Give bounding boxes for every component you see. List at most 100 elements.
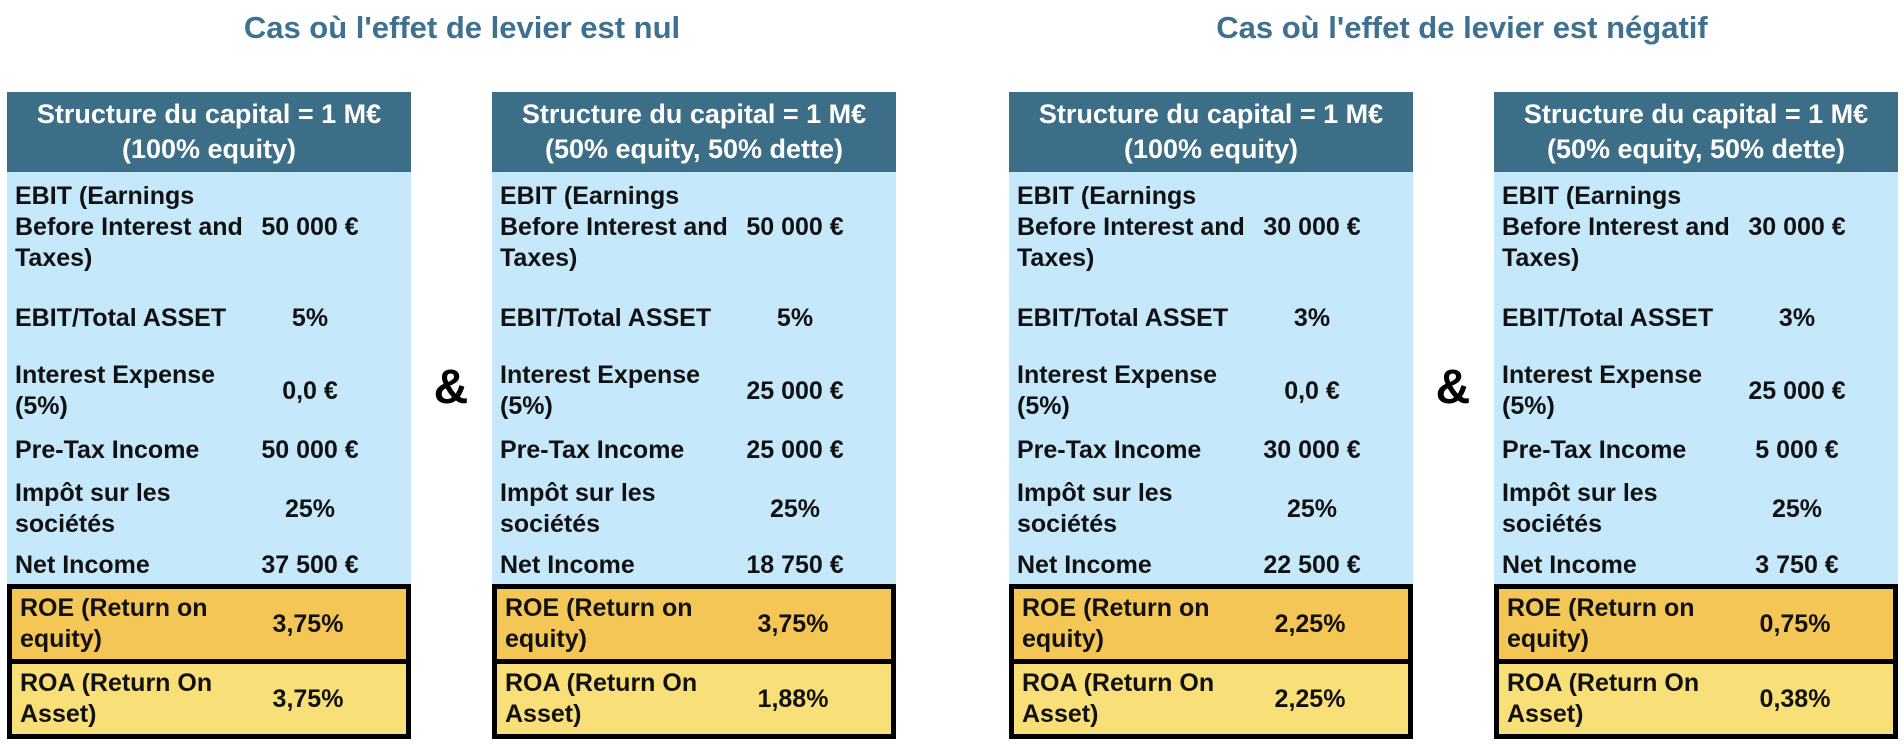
row-label: EBIT (Earnings Before Interest and Taxes… — [15, 181, 243, 272]
row-value: 25 000 € — [746, 376, 844, 405]
row-label: Net Income — [1017, 550, 1152, 579]
table-header: Structure du capital = 1 M€ (100% equity… — [1009, 92, 1413, 172]
table-all-equity-negative: Structure du capital = 1 M€ (100% equity… — [1009, 92, 1413, 739]
header-line-2: (50% equity, 50% dette) — [1546, 134, 1846, 164]
row-label: ROE (Return on equity) — [20, 594, 208, 653]
row-value: 3,75% — [757, 609, 829, 638]
row-label: ROE (Return on equity) — [1022, 594, 1210, 653]
row-value: 50 000 € — [261, 212, 359, 241]
row-label: Interest Expense (5%) — [15, 361, 216, 420]
table-body: EBIT (Earnings Before Interest and Taxes… — [1009, 172, 1413, 584]
row-pretax-income: Pre-Tax Income 30 000 € — [1009, 428, 1413, 472]
table-body: EBIT (Earnings Before Interest and Taxes… — [492, 172, 896, 584]
row-roe: ROE (Return on equity) 3,75% — [492, 584, 896, 664]
row-ebit: EBIT (Earnings Before Interest and Taxes… — [492, 172, 896, 282]
row-interest-expense: Interest Expense (5%) 0,0 € — [1009, 354, 1413, 428]
row-value: 5% — [291, 303, 329, 332]
row-value: 1,88% — [757, 684, 829, 713]
row-corporate-tax: Impôt sur les sociétés 25% — [7, 472, 411, 546]
header-line-2: (100% equity) — [121, 134, 297, 164]
row-corporate-tax: Impôt sur les sociétés 25% — [1494, 472, 1898, 546]
row-pretax-income: Pre-Tax Income 25 000 € — [492, 428, 896, 472]
row-label: ROA (Return On Asset) — [20, 669, 213, 728]
header-line-1: Structure du capital = 1 M€ — [36, 99, 382, 129]
row-value: 25% — [769, 494, 821, 523]
row-interest-expense: Interest Expense (5%) 0,0 € — [7, 354, 411, 428]
row-ebit: EBIT (Earnings Before Interest and Taxes… — [1494, 172, 1898, 282]
row-label: EBIT/Total ASSET — [1502, 303, 1714, 332]
row-ebit-total-asset: EBIT/Total ASSET 3% — [1494, 282, 1898, 354]
row-label: ROE (Return on equity) — [1507, 594, 1695, 653]
row-value: 5 000 € — [1755, 435, 1839, 464]
row-label: EBIT (Earnings Before Interest and Taxes… — [500, 181, 728, 272]
row-label: ROE (Return on equity) — [505, 594, 693, 653]
header-line-2: (100% equity) — [1123, 134, 1299, 164]
row-corporate-tax: Impôt sur les sociétés 25% — [492, 472, 896, 546]
row-value: 30 000 € — [1748, 212, 1846, 241]
row-label: Pre-Tax Income — [1017, 435, 1202, 464]
row-label: Impôt sur les sociétés — [15, 479, 171, 538]
header-line-1: Structure du capital = 1 M€ — [1523, 99, 1869, 129]
row-roe: ROE (Return on equity) 2,25% — [1009, 584, 1413, 664]
row-label: Net Income — [500, 550, 635, 579]
row-value: 3,75% — [272, 609, 344, 638]
row-net-income: Net Income 37 500 € — [7, 546, 411, 584]
row-ebit-total-asset: EBIT/Total ASSET 3% — [1009, 282, 1413, 354]
row-label: Impôt sur les sociétés — [1502, 479, 1658, 538]
row-value: 0,0 € — [1284, 376, 1340, 405]
title-leverage-negative: Cas où l'effet de levier est négatif — [1216, 10, 1708, 45]
row-value: 0,0 € — [282, 376, 338, 405]
row-label: EBIT (Earnings Before Interest and Taxes… — [1017, 181, 1245, 272]
row-value: 50 000 € — [746, 212, 844, 241]
ampersand-separator: & — [1435, 361, 1471, 414]
row-value: 3 750 € — [1755, 550, 1839, 579]
row-ebit: EBIT (Earnings Before Interest and Taxes… — [1009, 172, 1413, 282]
row-label: Net Income — [15, 550, 150, 579]
row-label: ROA (Return On Asset) — [1022, 669, 1215, 728]
row-roe: ROE (Return on equity) 3,75% — [7, 584, 411, 664]
row-value: 2,25% — [1274, 684, 1346, 713]
row-pretax-income: Pre-Tax Income 5 000 € — [1494, 428, 1898, 472]
row-label: Interest Expense (5%) — [1017, 361, 1218, 420]
row-label: Impôt sur les sociétés — [1017, 479, 1173, 538]
row-label: EBIT/Total ASSET — [500, 303, 712, 332]
row-label: Pre-Tax Income — [15, 435, 200, 464]
row-value: 25% — [284, 494, 336, 523]
row-roa: ROA (Return On Asset) 1,88% — [492, 659, 896, 739]
table-header: Structure du capital = 1 M€ (50% equity,… — [492, 92, 896, 172]
row-value: 5% — [776, 303, 814, 332]
row-pretax-income: Pre-Tax Income 50 000 € — [7, 428, 411, 472]
row-net-income: Net Income 22 500 € — [1009, 546, 1413, 584]
table-half-debt-negative: Structure du capital = 1 M€ (50% equity,… — [1494, 92, 1898, 739]
row-value: 30 000 € — [1263, 435, 1361, 464]
row-value: 0,38% — [1759, 684, 1831, 713]
row-value: 37 500 € — [261, 550, 359, 579]
row-label: Interest Expense (5%) — [1502, 361, 1703, 420]
row-ebit: EBIT (Earnings Before Interest and Taxes… — [7, 172, 411, 282]
row-ebit-total-asset: EBIT/Total ASSET 5% — [492, 282, 896, 354]
row-interest-expense: Interest Expense (5%) 25 000 € — [492, 354, 896, 428]
row-corporate-tax: Impôt sur les sociétés 25% — [1009, 472, 1413, 546]
row-roa: ROA (Return On Asset) 3,75% — [7, 659, 411, 739]
row-value: 30 000 € — [1263, 212, 1361, 241]
row-value: 22 500 € — [1263, 550, 1361, 579]
row-label: EBIT/Total ASSET — [1017, 303, 1229, 332]
row-net-income: Net Income 18 750 € — [492, 546, 896, 584]
ampersand-separator: & — [433, 361, 469, 414]
header-line-1: Structure du capital = 1 M€ — [1038, 99, 1384, 129]
row-interest-expense: Interest Expense (5%) 25 000 € — [1494, 354, 1898, 428]
table-half-debt-neutral: Structure du capital = 1 M€ (50% equity,… — [492, 92, 896, 739]
row-value: 25 000 € — [1748, 376, 1846, 405]
row-value: 18 750 € — [746, 550, 844, 579]
row-roa: ROA (Return On Asset) 2,25% — [1009, 659, 1413, 739]
row-label: EBIT/Total ASSET — [15, 303, 227, 332]
row-label: EBIT (Earnings Before Interest and Taxes… — [1502, 181, 1730, 272]
row-label: ROA (Return On Asset) — [1507, 669, 1700, 728]
header-line-1: Structure du capital = 1 M€ — [521, 99, 867, 129]
row-value: 3,75% — [272, 684, 344, 713]
row-value: 25% — [1286, 494, 1338, 523]
row-roa: ROA (Return On Asset) 0,38% — [1494, 659, 1898, 739]
row-ebit-total-asset: EBIT/Total ASSET 5% — [7, 282, 411, 354]
table-header: Structure du capital = 1 M€ (100% equity… — [7, 92, 411, 172]
row-label: Interest Expense (5%) — [500, 361, 701, 420]
